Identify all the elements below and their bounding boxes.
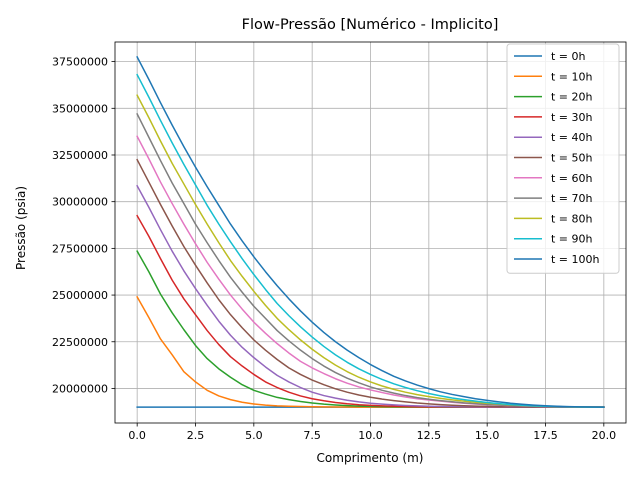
legend-label: t = 0h — [551, 50, 586, 63]
x-axis-label: Comprimento (m) — [317, 451, 424, 465]
y-axis-ticks: 20000000 22500000 25000000 27500000 30000000… — [52, 56, 115, 395]
x-tick-label: 5.0 — [245, 429, 263, 442]
x-tick-label: 2.5 — [187, 429, 205, 442]
y-tick-label: 27500000 — [52, 242, 108, 255]
legend: t = 0h t = 10h t = 20h t = 30h t = 40h t = 50… — [506, 43, 620, 274]
y-tick-label: 32500000 — [52, 149, 108, 162]
legend-label: t = 30h — [551, 111, 593, 124]
legend-label: t = 80h — [551, 212, 593, 225]
x-axis-ticks: 0.0 2.5 5.0 7.5 10.0 12.5 15.0 17.5 20.0 — [128, 423, 616, 442]
legend-box — [506, 43, 620, 274]
series-line-9 — [136, 73, 605, 408]
y-tick-label: 25000000 — [52, 289, 108, 302]
y-tick-label: 30000000 — [52, 196, 108, 209]
legend-label: t = 20h — [551, 91, 593, 104]
plot-lines — [136, 55, 605, 408]
x-tick-label: 12.5 — [417, 429, 442, 442]
series-line-5 — [136, 158, 605, 408]
x-tick-label: 20.0 — [592, 429, 617, 442]
legend-label: t = 70h — [551, 192, 593, 205]
series-line-10 — [136, 55, 605, 408]
legend-label: t = 100h — [551, 253, 600, 266]
x-tick-label: 7.5 — [303, 429, 321, 442]
legend-label: t = 40h — [551, 131, 593, 144]
y-tick-label: 37500000 — [52, 56, 108, 69]
legend-label: t = 10h — [551, 70, 593, 83]
x-tick-label: 0.0 — [128, 429, 146, 442]
legend-label: t = 60h — [551, 172, 593, 185]
x-tick-label: 17.5 — [533, 429, 558, 442]
legend-label: t = 90h — [551, 233, 593, 246]
y-axis-label: Pressão (psia) — [14, 186, 28, 270]
y-tick-label: 20000000 — [52, 382, 108, 395]
chart-title: Flow-Pressão [Numérico - Implicito] — [242, 17, 499, 33]
legend-label: t = 50h — [551, 152, 593, 165]
y-tick-label: 22500000 — [52, 336, 108, 349]
x-tick-label: 15.0 — [475, 429, 500, 442]
x-tick-label: 10.0 — [358, 429, 383, 442]
y-tick-label: 35000000 — [52, 102, 108, 115]
